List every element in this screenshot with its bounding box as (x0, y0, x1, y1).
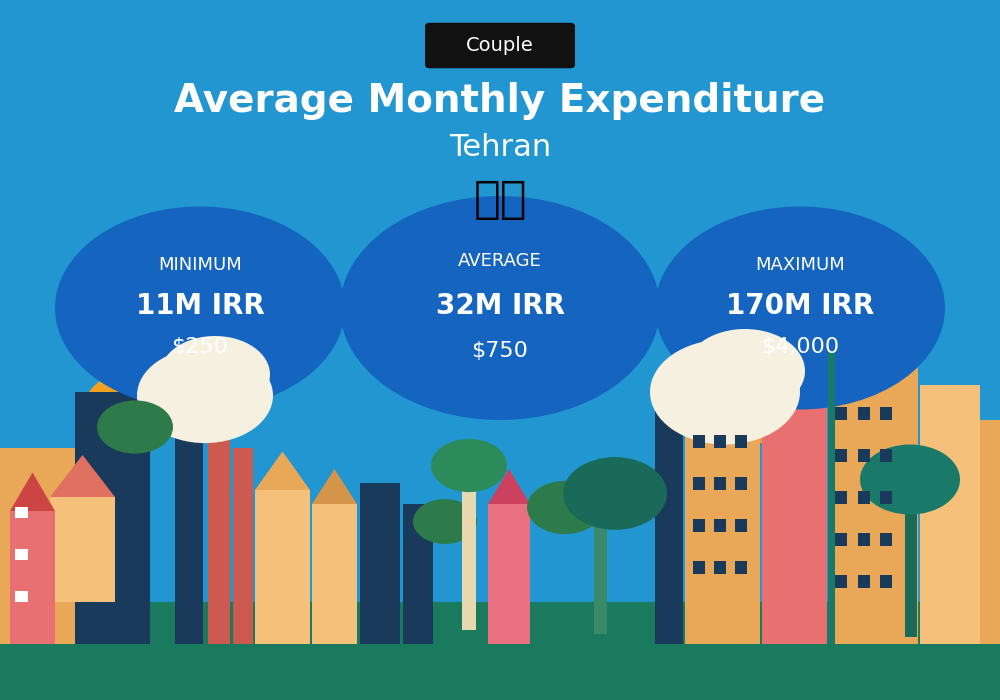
Bar (858, 449, 870, 462)
Bar (858, 533, 870, 546)
Text: MAXIMUM: MAXIMUM (755, 256, 845, 274)
Bar (50, 497, 115, 602)
Text: $4,000: $4,000 (761, 337, 839, 356)
Bar (735, 477, 747, 490)
Bar (858, 491, 870, 504)
Text: Average Monthly Expenditure: Average Monthly Expenditure (174, 83, 826, 120)
Bar (255, 490, 310, 644)
Bar (735, 435, 747, 448)
Bar (0, 448, 85, 644)
Circle shape (137, 348, 273, 443)
Bar (835, 491, 847, 504)
Circle shape (340, 196, 660, 420)
Text: $250: $250 (172, 337, 228, 356)
Bar (714, 519, 726, 532)
Bar (735, 519, 747, 532)
Bar (880, 449, 892, 462)
Text: 🇮🇷: 🇮🇷 (473, 178, 527, 221)
Circle shape (55, 206, 345, 410)
Circle shape (860, 444, 960, 514)
Bar (828, 350, 835, 644)
Polygon shape (50, 455, 115, 497)
Bar (905, 476, 917, 637)
Polygon shape (255, 452, 310, 490)
Bar (175, 406, 203, 644)
Circle shape (655, 206, 945, 410)
Circle shape (714, 376, 810, 443)
Bar (488, 504, 530, 644)
Bar (75, 392, 150, 644)
Circle shape (431, 439, 507, 492)
Text: Tehran: Tehran (449, 132, 551, 162)
Circle shape (650, 340, 800, 444)
Bar (858, 407, 870, 420)
Bar (233, 448, 253, 644)
Bar (15, 591, 28, 602)
Bar (360, 483, 400, 644)
Bar (10, 511, 55, 644)
Bar (835, 407, 847, 420)
Circle shape (160, 336, 270, 413)
Text: 11M IRR: 11M IRR (136, 292, 264, 320)
Bar (462, 469, 476, 630)
Bar (920, 385, 980, 644)
Circle shape (527, 481, 603, 534)
Bar (693, 519, 705, 532)
Bar (655, 392, 683, 644)
Circle shape (563, 457, 667, 530)
Text: Couple: Couple (466, 36, 534, 55)
Polygon shape (312, 469, 357, 504)
Bar (685, 364, 760, 644)
Bar (208, 434, 230, 644)
Bar (835, 575, 847, 588)
Circle shape (85, 371, 185, 441)
Bar (15, 507, 28, 518)
Bar (880, 533, 892, 546)
Bar (735, 561, 747, 574)
Polygon shape (10, 473, 55, 511)
Bar (835, 533, 847, 546)
Bar (693, 435, 705, 448)
Text: 32M IRR: 32M IRR (436, 292, 564, 320)
Bar (312, 504, 357, 644)
Bar (980, 420, 1000, 644)
Polygon shape (488, 469, 530, 504)
Bar (403, 504, 433, 644)
FancyBboxPatch shape (425, 22, 575, 69)
Circle shape (685, 329, 805, 413)
Circle shape (413, 499, 477, 544)
Bar (880, 407, 892, 420)
Bar (714, 435, 726, 448)
Bar (858, 575, 870, 588)
Bar (693, 477, 705, 490)
Bar (828, 350, 918, 644)
Text: 170M IRR: 170M IRR (726, 292, 874, 320)
Text: $750: $750 (472, 341, 528, 360)
Bar (880, 575, 892, 588)
Bar (762, 406, 827, 644)
Bar (714, 561, 726, 574)
Bar (835, 449, 847, 462)
Text: AVERAGE: AVERAGE (458, 252, 542, 270)
Text: MINIMUM: MINIMUM (158, 256, 242, 274)
Bar (0, 602, 1000, 700)
Bar (15, 549, 28, 560)
Circle shape (97, 400, 173, 454)
Bar (594, 494, 607, 634)
Bar (693, 561, 705, 574)
Bar (714, 477, 726, 490)
Bar (880, 491, 892, 504)
